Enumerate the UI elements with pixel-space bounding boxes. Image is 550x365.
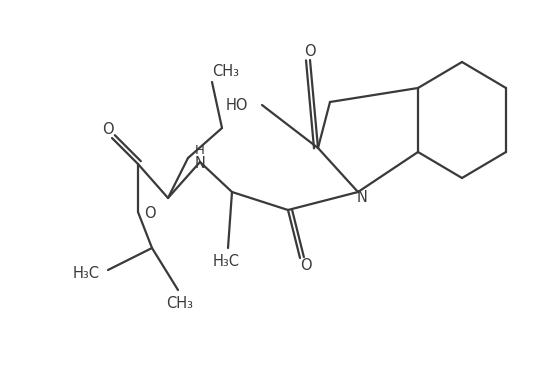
Text: CH₃: CH₃ <box>212 65 239 80</box>
Text: O: O <box>300 258 312 273</box>
Text: CH₃: CH₃ <box>167 296 194 311</box>
Text: N: N <box>356 191 367 205</box>
Text: O: O <box>102 122 114 137</box>
Text: O: O <box>304 43 316 58</box>
Text: N: N <box>195 155 206 170</box>
Text: O: O <box>144 207 156 222</box>
Text: H₃C: H₃C <box>212 254 239 269</box>
Text: H: H <box>195 143 205 157</box>
Text: HO: HO <box>226 97 248 112</box>
Text: H₃C: H₃C <box>73 266 100 281</box>
